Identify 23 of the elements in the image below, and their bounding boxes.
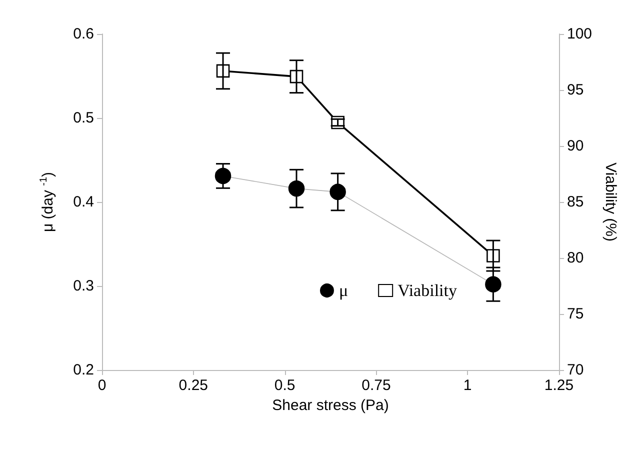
x-axis-title: Shear stress (Pa) — [272, 396, 389, 414]
x-tick-label: 1 — [463, 377, 472, 394]
y-axis-title: μ (day -1) — [38, 172, 56, 232]
legend-label: Viability — [398, 281, 458, 300]
y-tick-label: 0.6 — [73, 26, 94, 42]
y-tick-label: 0.4 — [73, 194, 94, 210]
y-tick-label: 0.3 — [73, 278, 94, 294]
y2-tick-label: 100 — [567, 26, 592, 42]
y2-tick-label: 70 — [567, 362, 584, 378]
legend-label: μ — [338, 281, 348, 300]
y2-axis-title: Viability (%) — [602, 162, 619, 242]
y2-tick-label: 90 — [567, 138, 584, 154]
x-tick-label: 0 — [98, 377, 106, 394]
y2-tick-label: 75 — [567, 306, 584, 322]
y2-tick-label: 95 — [567, 82, 584, 98]
y-tick-label: 0.2 — [73, 362, 94, 378]
x-tick-label: 0.5 — [274, 377, 296, 394]
x-tick-label: 0.75 — [362, 377, 391, 394]
x-tick-label: 1.25 — [544, 377, 574, 394]
y2-tick-label: 85 — [567, 194, 584, 210]
y-tick-label: 0.5 — [73, 110, 94, 126]
x-tick-label: 0.25 — [178, 377, 208, 394]
y2-tick-label: 80 — [567, 250, 584, 266]
